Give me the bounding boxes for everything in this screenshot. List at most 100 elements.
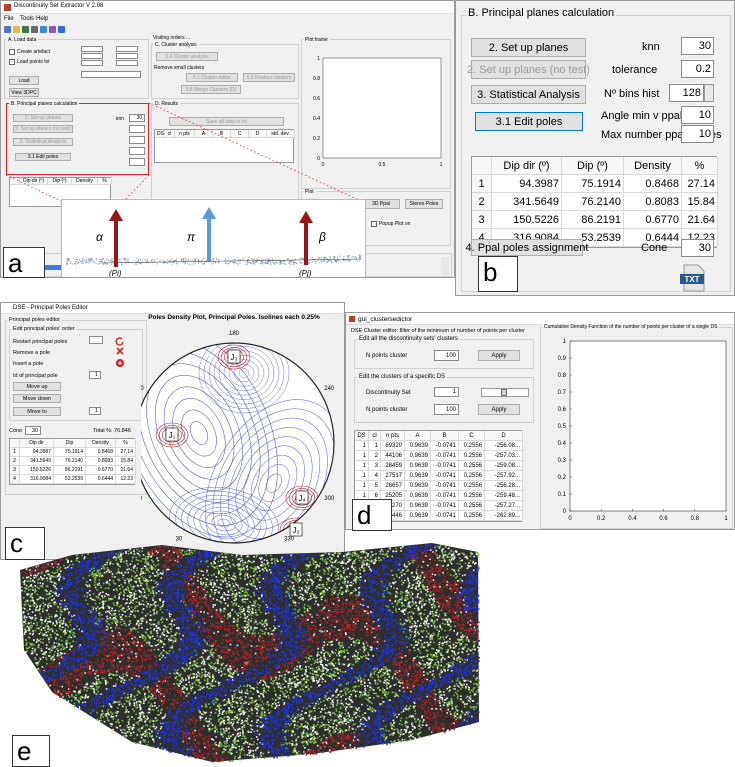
input[interactable]: 1 (434, 387, 459, 397)
table-cell: -0.0741 (431, 491, 459, 501)
input[interactable]: 0.2 (681, 60, 714, 78)
input[interactable]: 30 (25, 426, 41, 435)
table-cell: 4 (10, 475, 20, 484)
button[interactable]: 5.2 Restore clusters (243, 73, 295, 82)
button[interactable]: Apply (478, 404, 520, 415)
input[interactable] (129, 158, 145, 166)
group-title: Plot frame (303, 37, 330, 43)
button[interactable]: 2. Set up planes (13, 114, 73, 122)
input[interactable] (129, 147, 145, 155)
input[interactable]: 30 (681, 37, 714, 55)
input[interactable]: 100 (434, 404, 459, 415)
restart-icon (115, 337, 124, 346)
table-cell: 0.9639 (405, 461, 431, 471)
label: Restart principal poles (13, 339, 68, 345)
table-cell: -259.08... (485, 461, 523, 471)
input[interactable]: 30 (129, 114, 145, 122)
input[interactable] (81, 46, 103, 52)
group-title: Edit the clusters of a specific DS (357, 374, 448, 380)
table-cell: 28459 (381, 461, 405, 471)
label: Remove a pole (13, 350, 50, 356)
input[interactable]: 1 (89, 371, 101, 379)
button[interactable]: Save all data to txt (169, 117, 284, 126)
panel-b: B. Principal planes calculation 2. Set up… (455, 0, 735, 296)
table-cell: 21446 (381, 511, 405, 521)
button[interactable]: 3.1 Edit poles (475, 112, 583, 131)
button[interactable]: 2. Set up planes (no test) (467, 60, 590, 79)
button[interactable]: View 3DPC (9, 88, 39, 97)
input[interactable]: 10 (681, 106, 714, 124)
table-cell: 341.5649 (20, 457, 54, 466)
table-header: cl (369, 431, 381, 441)
button[interactable]: 3.4 Cluster analysis (156, 52, 218, 61)
table-cell: 1 (355, 461, 369, 471)
table-cell: 1 (355, 451, 369, 461)
table-cell: 3 (369, 461, 381, 471)
isoline (187, 498, 261, 543)
graphic: 0 0.2 0.4 0.6 0.8 1 0 0.5 1 (313, 56, 443, 168)
table-cell: -262.89... (485, 511, 523, 521)
button[interactable]: Stereo Poles (405, 199, 443, 209)
input[interactable] (116, 53, 138, 59)
button[interactable]: 5.8 Merge Clusters (D) (181, 85, 241, 94)
y-tick-label: 0.5 (558, 424, 567, 430)
input[interactable] (129, 136, 145, 144)
button[interactable]: Move up (13, 382, 61, 391)
table-cell: 0.9639 (405, 481, 431, 491)
y-tick-label: 0.6 (313, 96, 320, 102)
table-cell: 0.9639 (405, 511, 431, 521)
input[interactable] (129, 125, 145, 133)
button[interactable]: 3.1 Edit poles (15, 153, 71, 161)
table-cell: 0.8083 (624, 193, 682, 211)
table-header: Dip (º) (562, 157, 624, 175)
heading: DSE Cluster editor: filter of the minimu… (351, 328, 525, 334)
isoline (172, 398, 226, 468)
toolbar-icon (4, 26, 11, 33)
y-tick-label: 1 (563, 339, 567, 345)
insert-plus (118, 361, 122, 365)
dropdown[interactable] (81, 71, 141, 78)
input[interactable] (116, 46, 138, 52)
button[interactable]: Move down (13, 394, 61, 403)
button[interactable]: 2. Set up planes (no test) (13, 125, 73, 133)
input[interactable]: 30 (681, 239, 714, 257)
y-tick-label: 0.9 (558, 356, 567, 362)
label: N points cluster (366, 407, 408, 413)
table-cell: 76.2140 (562, 193, 624, 211)
input[interactable]: 10 (681, 125, 714, 143)
label: Discontinuity Set (366, 390, 411, 396)
y-tick-label: 0 (317, 156, 320, 162)
button[interactable]: 3. Statistical Analysis (13, 138, 73, 146)
button[interactable]: 2. Set up planes (471, 38, 586, 57)
checkbox-label: Load points txt (17, 59, 50, 65)
table-cell: 44106 (381, 451, 405, 461)
label: N points cluster (366, 353, 408, 359)
input[interactable] (116, 60, 138, 66)
button[interactable]: 4. Ppal poles assignment (466, 239, 588, 256)
button[interactable]: Load (9, 76, 39, 85)
panel-a: Discontinuity Set Extractor V 2.08 File To… (0, 0, 455, 278)
points-green (20, 544, 480, 762)
button[interactable]: Move to (13, 407, 61, 416)
inset-label: (Pj) (299, 269, 312, 278)
param-label: Cone (641, 242, 668, 254)
group-title: Edit all the discontinuity sets' cluster… (357, 336, 460, 342)
table-cell: -256.08... (485, 441, 523, 451)
input[interactable]: 1 (89, 407, 101, 415)
input[interactable]: 100 (434, 350, 459, 361)
isoline (199, 506, 249, 540)
isoline (233, 363, 255, 383)
table-cell: 27517 (381, 471, 405, 481)
spinner (704, 84, 714, 102)
table-header: Density (86, 439, 116, 448)
input[interactable]: 128 (669, 84, 704, 102)
button[interactable]: 3. Statistical Analysis (471, 85, 586, 104)
input[interactable] (89, 336, 103, 344)
button[interactable]: Apply (478, 350, 520, 361)
angle-label: 120 (141, 386, 144, 392)
button[interactable]: 5.1 Cluster editor (186, 73, 238, 82)
table-cell: 0.9639 (405, 451, 431, 461)
input[interactable] (81, 53, 103, 59)
plot-title: Poles Density Plot, Principal Poles. Iso… (148, 314, 320, 321)
input[interactable] (81, 60, 103, 66)
